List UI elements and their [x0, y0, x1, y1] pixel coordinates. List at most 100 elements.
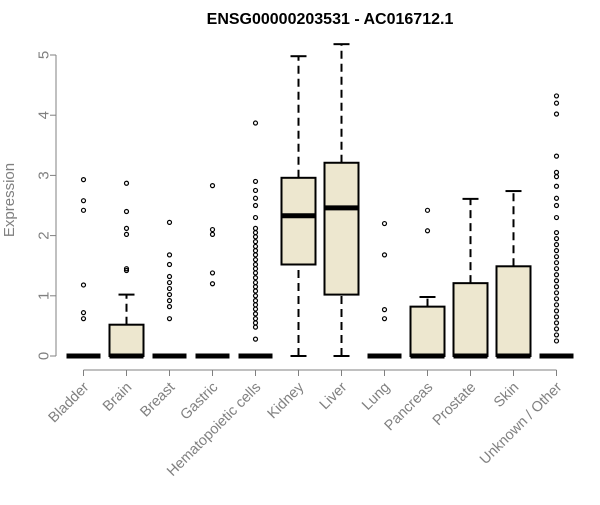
box-group [280, 55, 317, 357]
outlier-point [553, 242, 560, 248]
outlier-point [553, 248, 560, 254]
box-group [452, 197, 489, 359]
box-iqr [452, 282, 489, 357]
box-group [152, 219, 187, 359]
outlier-point [252, 120, 259, 126]
box-group [495, 190, 532, 359]
outlier-point [252, 187, 259, 194]
outlier-point [252, 336, 259, 342]
outlier-point [123, 267, 130, 274]
outlier-point [166, 316, 173, 322]
outlier-point [381, 316, 388, 322]
outlier-point [123, 231, 130, 237]
outlier-point [553, 338, 560, 344]
outlier-point [553, 254, 560, 260]
box-iqr [323, 161, 360, 296]
outlier-point [252, 284, 259, 290]
outlier-point [553, 326, 560, 332]
outlier-point [252, 320, 259, 326]
outlier-point [166, 219, 173, 225]
box-group [66, 177, 101, 359]
outlier-point [553, 284, 560, 290]
outlier-point [381, 252, 388, 258]
outlier-point [123, 225, 130, 231]
x-tick-label: Brain [100, 380, 135, 415]
outlier-point [424, 228, 431, 234]
outlier-point [252, 202, 259, 209]
outlier-point [123, 208, 130, 215]
box-group [539, 93, 574, 359]
outlier-point [252, 225, 259, 231]
outlier-point [166, 273, 173, 280]
outlier-point [553, 111, 560, 117]
outlier-point [553, 278, 560, 284]
outlier-point [166, 279, 173, 286]
y-tick-label: 3 [36, 171, 53, 179]
outlier-point [166, 304, 173, 310]
outlier-point [553, 169, 560, 175]
outlier-point [252, 248, 259, 254]
outlier-point [80, 198, 87, 204]
box-iqr [108, 323, 145, 358]
chart-title: ENSG00000203531 - AC016712.1 [207, 11, 454, 28]
outlier-point [381, 307, 388, 313]
y-tick-label: 0 [36, 352, 53, 360]
outlier-point [252, 298, 259, 304]
x-tick-label: Lung [359, 380, 393, 414]
y-tick-label: 4 [36, 111, 53, 119]
outlier-point [553, 296, 560, 302]
outlier-point [252, 234, 259, 240]
y-tick-label: 5 [36, 51, 53, 59]
outlier-point [80, 177, 87, 183]
outlier-point [553, 202, 560, 209]
outlier-point [553, 174, 560, 180]
outlier-point [209, 226, 216, 233]
box-group [195, 183, 230, 359]
outlier-point [80, 207, 87, 213]
outlier-point [123, 266, 130, 272]
outlier-point [553, 100, 560, 106]
outlier-point [252, 324, 259, 330]
box-iqr [280, 176, 317, 266]
outlier-point [252, 311, 259, 317]
box-group [108, 180, 145, 359]
outlier-point [553, 320, 560, 326]
y-axis: 0 1 2 3 4 5 [36, 51, 57, 360]
outlier-point [252, 316, 259, 322]
outlier-point [381, 220, 388, 227]
x-tick-label: Skin [491, 380, 522, 411]
y-tick-label: 1 [36, 292, 53, 300]
outlier-point [80, 310, 87, 316]
outlier-point [209, 281, 216, 287]
outlier-point [166, 252, 173, 258]
outlier-point [252, 266, 259, 272]
x-tick-label: Kidney [265, 379, 308, 422]
outlier-point [252, 214, 259, 221]
outlier-point [252, 279, 259, 286]
outlier-point [553, 183, 560, 189]
outlier-point [166, 285, 173, 292]
outlier-point [166, 261, 173, 268]
outlier-point [553, 314, 560, 320]
outlier-point [553, 236, 560, 242]
outlier-point [553, 93, 560, 99]
outlier-point [252, 257, 259, 263]
box-group [238, 120, 273, 359]
outlier-point [209, 270, 216, 276]
outlier-point [553, 272, 560, 278]
outlier-point [166, 298, 173, 304]
outlier-point [553, 195, 560, 201]
outlier-point [553, 290, 560, 296]
y-axis-label: Expression [1, 163, 18, 237]
outlier-point [553, 214, 560, 221]
outlier-point [553, 260, 560, 266]
outlier-point [166, 291, 173, 298]
box-group [323, 43, 360, 357]
outlier-point [252, 239, 259, 245]
outlier-point [252, 178, 259, 185]
outlier-point [252, 288, 259, 294]
box-group [409, 207, 446, 359]
